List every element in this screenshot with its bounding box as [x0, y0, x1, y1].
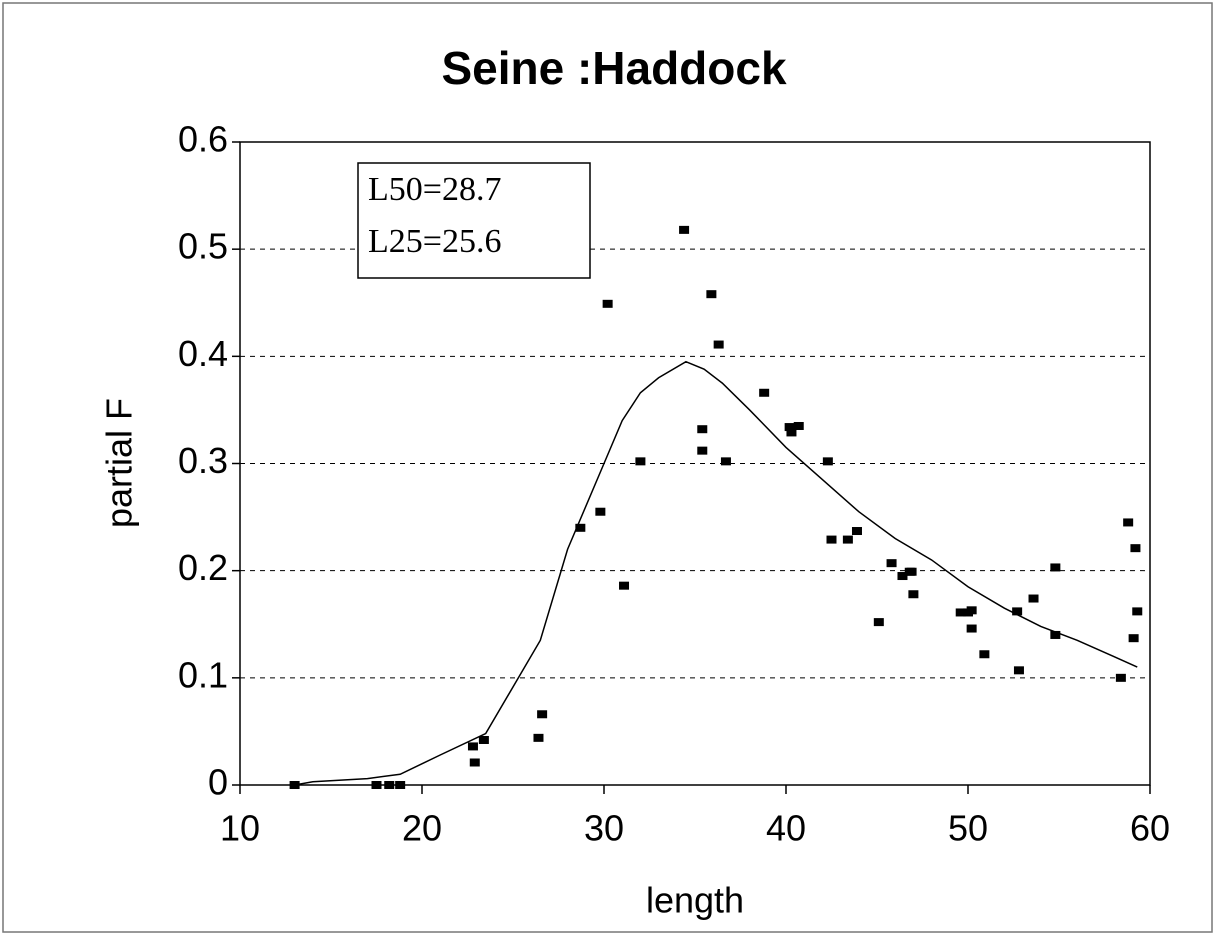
- y-tick-label: 0: [208, 762, 228, 803]
- y-tick-label: 0.4: [178, 333, 228, 374]
- point: [1123, 518, 1134, 527]
- point: [533, 733, 544, 742]
- point: [537, 710, 548, 719]
- point: [1013, 666, 1024, 675]
- x-tick-label: 30: [584, 808, 624, 849]
- point: [1130, 544, 1141, 553]
- point: [873, 618, 884, 627]
- point: [826, 535, 837, 544]
- point: [793, 421, 804, 430]
- point: [897, 572, 908, 581]
- point: [595, 507, 606, 516]
- point: [842, 535, 853, 544]
- point: [635, 457, 646, 466]
- point: [786, 428, 797, 437]
- point: [822, 457, 833, 466]
- x-tick-label: 20: [402, 808, 442, 849]
- point: [1128, 634, 1139, 643]
- point: [908, 590, 919, 599]
- y-tick-label: 0.6: [178, 119, 228, 160]
- point: [759, 388, 770, 397]
- point: [469, 758, 480, 767]
- y-tick-label: 0.5: [178, 226, 228, 267]
- x-tick-label: 50: [948, 808, 988, 849]
- point: [955, 608, 966, 617]
- point: [395, 781, 406, 789]
- point: [467, 742, 478, 751]
- point: [1012, 607, 1023, 616]
- x-tick-label: 40: [766, 808, 806, 849]
- y-axis-label: partial F: [99, 398, 140, 528]
- point: [720, 457, 731, 466]
- y-tick-label: 0.1: [178, 654, 228, 695]
- annotation: L25=25.6: [368, 223, 501, 260]
- point: [851, 527, 862, 536]
- point: [966, 624, 977, 633]
- point: [384, 781, 395, 789]
- point: [706, 290, 717, 299]
- fit-line: [294, 360, 1138, 786]
- y-tick-label: 0.2: [178, 547, 228, 588]
- x-tick-label: 60: [1130, 808, 1170, 849]
- annotation-box: [357, 162, 591, 279]
- point: [713, 340, 724, 349]
- point: [1028, 594, 1039, 603]
- point: [478, 735, 489, 744]
- y-tick-label: 0.3: [178, 440, 228, 481]
- x-axis-label: length: [646, 880, 744, 921]
- x-tick-label: 10: [220, 808, 260, 849]
- point: [1050, 630, 1061, 639]
- point: [602, 299, 613, 308]
- point: [979, 650, 990, 659]
- point: [679, 225, 690, 234]
- point: [966, 606, 977, 615]
- annotation: L50=28.7: [368, 171, 501, 208]
- point: [575, 523, 586, 532]
- point: [906, 567, 917, 576]
- point: [289, 781, 300, 789]
- point: [1050, 563, 1061, 572]
- point: [697, 446, 708, 455]
- point: [697, 425, 708, 434]
- point: [886, 559, 897, 568]
- point: [1115, 673, 1126, 682]
- chart-title: Seine :Haddock: [441, 42, 787, 94]
- point: [784, 423, 795, 432]
- point: [1132, 607, 1143, 616]
- point: [371, 781, 382, 789]
- point: [619, 581, 630, 590]
